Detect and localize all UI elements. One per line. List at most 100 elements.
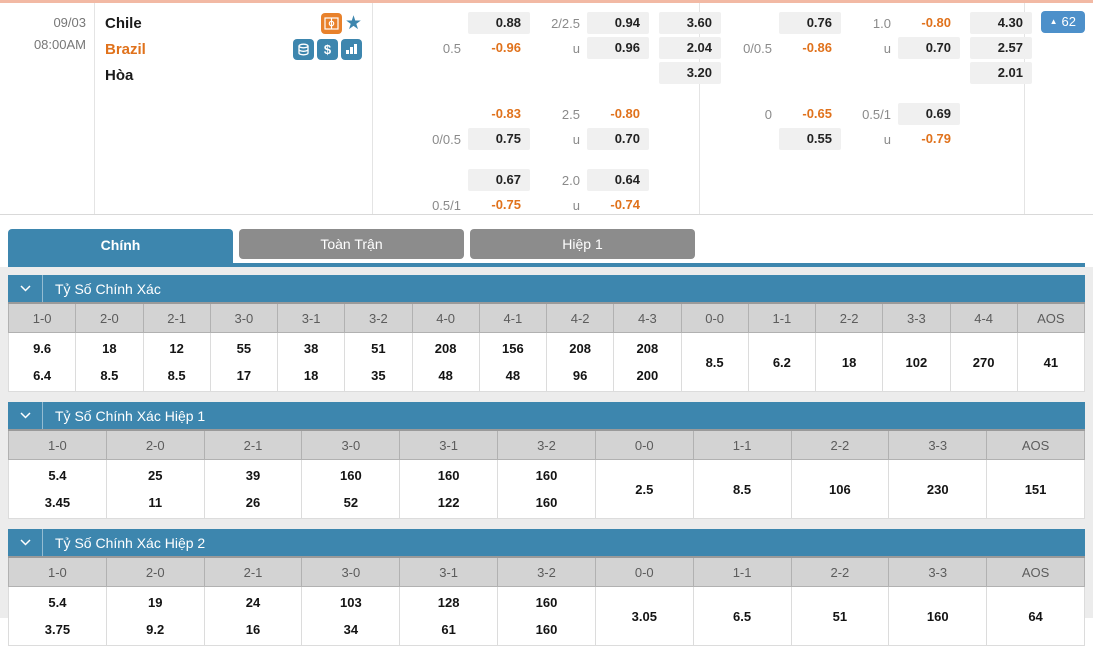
score-odds-cell[interactable]: 64: [986, 586, 1085, 646]
score-odds-cell[interactable]: 106: [790, 459, 890, 519]
handicap-odds-button[interactable]: -0.86: [802, 40, 832, 55]
score-odds-cell[interactable]: 41: [1016, 332, 1086, 392]
score-odds-cell[interactable]: 51 35: [344, 332, 413, 392]
score-odds-cell[interactable]: 51: [790, 586, 890, 646]
dollar-icon[interactable]: $: [317, 38, 338, 60]
score-odds-cell[interactable]: 5.4 3.75: [8, 586, 107, 646]
score-odds-cell[interactable]: 19 9.2: [105, 586, 205, 646]
score-odds-cell[interactable]: 39 26: [203, 459, 303, 519]
total-odds-button[interactable]: 0.69: [898, 103, 960, 125]
handicap-odds-button[interactable]: -0.83: [491, 106, 521, 121]
odds-group-right: 0.76 1.0 -0.80 4.30 0/0.5 -0.86 u 0.70 2…: [700, 3, 1032, 214]
score-odds-cell[interactable]: 8.5: [680, 332, 749, 392]
handicap-odds-button[interactable]: 0.75: [468, 128, 530, 150]
score-odds-cell[interactable]: 160 160: [497, 459, 596, 519]
total-line-label: 2.5: [561, 106, 580, 122]
total-odds-button[interactable]: -0.74: [610, 197, 640, 212]
total-odds-button[interactable]: -0.79: [921, 131, 951, 146]
score-odds-cell[interactable]: 270: [949, 332, 1018, 392]
soccer-field-icon[interactable]: [320, 12, 342, 34]
total-odds-button[interactable]: -0.80: [610, 106, 640, 121]
chevron-down-icon[interactable]: [8, 402, 43, 429]
1x2-odds-button[interactable]: 4.30: [970, 12, 1032, 34]
score-odds-cell[interactable]: 102: [882, 332, 951, 392]
total-line-label: u: [572, 197, 580, 213]
handicap-odds-button[interactable]: -0.96: [491, 40, 521, 55]
chevron-down-icon[interactable]: [8, 529, 43, 556]
star-icon[interactable]: ★: [344, 12, 362, 34]
1x2-odds-button[interactable]: 3.20: [659, 62, 721, 84]
handicap-odds-button[interactable]: 0.76: [779, 12, 841, 34]
handicap-odds-button[interactable]: 0.88: [468, 12, 530, 34]
score-odds-cell[interactable]: 208 200: [613, 332, 682, 392]
away-team-name[interactable]: Brazil: [105, 40, 146, 58]
draw-label[interactable]: Hòa: [105, 66, 134, 84]
stats-bars-icon[interactable]: [341, 38, 362, 60]
total-line-label: u: [883, 40, 891, 56]
handicap-odds-button[interactable]: 0.55: [779, 128, 841, 150]
score-odds-cell[interactable]: 9.6 6.4: [7, 332, 77, 392]
match-datetime: 09/03 08:00AM: [0, 3, 95, 214]
total-line-label: u: [883, 131, 891, 147]
score-odds-cell[interactable]: 160: [888, 586, 988, 646]
handicap-odds-button[interactable]: -0.75: [491, 197, 521, 212]
live-count-badge[interactable]: ▲ 62: [1040, 11, 1085, 33]
score-column-header: 4-3: [613, 302, 682, 333]
chevron-down-icon[interactable]: [8, 275, 43, 302]
handicap-odds-button[interactable]: -0.65: [802, 106, 832, 121]
score-odds-cell[interactable]: 160 122: [399, 459, 499, 519]
score-odds-cell[interactable]: 103 34: [301, 586, 401, 646]
score-odds-cell[interactable]: 12 8.5: [142, 332, 211, 392]
score-odds-cell[interactable]: 38 18: [276, 332, 346, 392]
section-header-correct-score[interactable]: Tỷ Số Chính Xác: [8, 275, 1085, 302]
score-odds-cell[interactable]: 230: [888, 459, 988, 519]
score-odds-cell[interactable]: 18 8.5: [75, 332, 144, 392]
score-column-header: 1-1: [692, 429, 792, 460]
handicap-line-label: 0: [764, 106, 772, 122]
score-odds-cell[interactable]: 25 11: [105, 459, 205, 519]
score-odds-cell[interactable]: 208 96: [545, 332, 615, 392]
score-odds-cell[interactable]: 160 52: [301, 459, 401, 519]
score-odds-cell[interactable]: 5.4 3.45: [8, 459, 107, 519]
section-header-correct-score-h2[interactable]: Tỷ Số Chính Xác Hiệp 2: [8, 529, 1085, 556]
score-odds-cell[interactable]: 2.5: [594, 459, 694, 519]
odds-group-left: 0.88 2/2.5 0.94 3.60 0.5 -0.96 u 0.96 2.…: [373, 3, 721, 214]
tab-chinh[interactable]: Chính: [8, 229, 233, 263]
score-odds-cell[interactable]: 128 61: [399, 586, 499, 646]
home-team-name[interactable]: Chile: [105, 14, 142, 32]
score-odds-cell[interactable]: 6.2: [747, 332, 817, 392]
total-odds-button[interactable]: 0.70: [898, 37, 960, 59]
correct-score-area: Tỷ Số Chính Xác 1-0 2-0 2-1 3-0 3-1 3-2 4-0 4-1…: [0, 267, 1093, 646]
score-odds-cell[interactable]: 55 17: [209, 332, 279, 392]
score-odds-cell[interactable]: 18: [814, 332, 884, 392]
1x2-odds-button[interactable]: 2.04: [659, 37, 721, 59]
handicap-line-label: 0/0.5: [432, 131, 461, 147]
handicap-odds-button[interactable]: 0.67: [468, 169, 530, 191]
1x2-odds-button[interactable]: 3.60: [659, 12, 721, 34]
score-odds-cell[interactable]: 3.05: [594, 586, 694, 646]
match-time: 08:00AM: [33, 37, 86, 52]
total-odds-button[interactable]: 0.70: [587, 128, 649, 150]
total-odds-button[interactable]: 0.64: [587, 169, 649, 191]
score-odds-cell[interactable]: 160 160: [497, 586, 596, 646]
total-odds-button[interactable]: 0.94: [587, 12, 649, 34]
score-odds-cell[interactable]: 156 48: [478, 332, 548, 392]
total-odds-button[interactable]: -0.80: [921, 15, 951, 30]
1x2-odds-button[interactable]: 2.57: [970, 37, 1032, 59]
score-odds-cell[interactable]: 6.5: [692, 586, 792, 646]
score-column-header: 0-0: [594, 556, 694, 587]
tab-hiep-1[interactable]: Hiệp 1: [470, 229, 695, 259]
score-odds-cell[interactable]: 24 16: [203, 586, 303, 646]
score-odds-cell[interactable]: 8.5: [692, 459, 792, 519]
score-column-header: 3-2: [497, 429, 596, 460]
section-header-correct-score-h1[interactable]: Tỷ Số Chính Xác Hiệp 1: [8, 402, 1085, 429]
tab-toan-tran[interactable]: Toàn Trận: [239, 229, 464, 259]
score-odds-cell[interactable]: 151: [986, 459, 1085, 519]
coins-icon[interactable]: [293, 38, 314, 60]
total-odds-button[interactable]: 0.96: [587, 37, 649, 59]
score-column-header: 2-2: [790, 556, 890, 587]
score-column-header: 3-3: [888, 556, 988, 587]
score-odds-cell[interactable]: 208 48: [411, 332, 480, 392]
1x2-odds-button[interactable]: 2.01: [970, 62, 1032, 84]
score-column-header: 2-0: [105, 429, 205, 460]
